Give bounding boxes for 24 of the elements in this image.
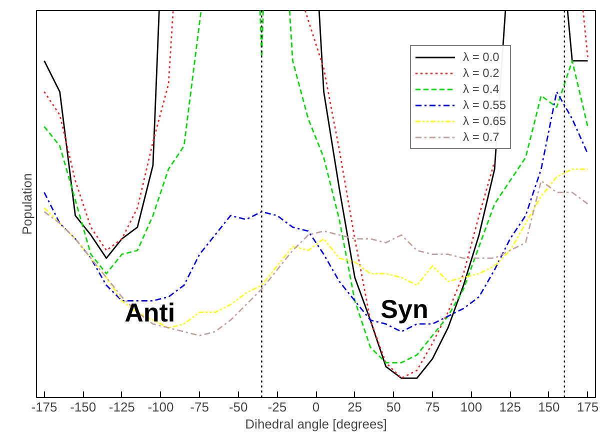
legend-label: λ = 0.0 xyxy=(463,50,500,64)
legend-label: λ = 0.4 xyxy=(463,82,500,96)
x-tick-label: -150 xyxy=(70,400,96,414)
x-tick-label: -100 xyxy=(148,400,174,414)
x-tick-label: 100 xyxy=(460,400,482,414)
y-axis-title: Population xyxy=(20,173,34,235)
x-tick-label: 25 xyxy=(348,400,362,414)
x-tick-label: -50 xyxy=(228,400,248,414)
x-tick-label: -125 xyxy=(108,400,135,414)
x-tick-label: 150 xyxy=(538,400,560,414)
x-tick-label: 175 xyxy=(576,400,599,414)
x-axis-title: Dihedral angle [degrees] xyxy=(245,416,387,432)
legend-label: λ = 0.7 xyxy=(463,130,500,144)
legend-label: λ = 0.2 xyxy=(463,66,500,80)
x-tick-label: 0 xyxy=(312,400,320,414)
x-tick-label: -75 xyxy=(190,400,209,414)
x-tick-label: 50 xyxy=(386,400,401,414)
annotation: Syn xyxy=(380,294,428,324)
legend-label: λ = 0.65 xyxy=(463,114,506,128)
x-tick-label: -25 xyxy=(268,400,287,414)
legend-label: λ = 0.55 xyxy=(463,98,506,112)
x-tick-label: -175 xyxy=(31,400,58,414)
x-tick-label: 75 xyxy=(425,400,440,414)
x-tick-label: 125 xyxy=(499,400,521,414)
